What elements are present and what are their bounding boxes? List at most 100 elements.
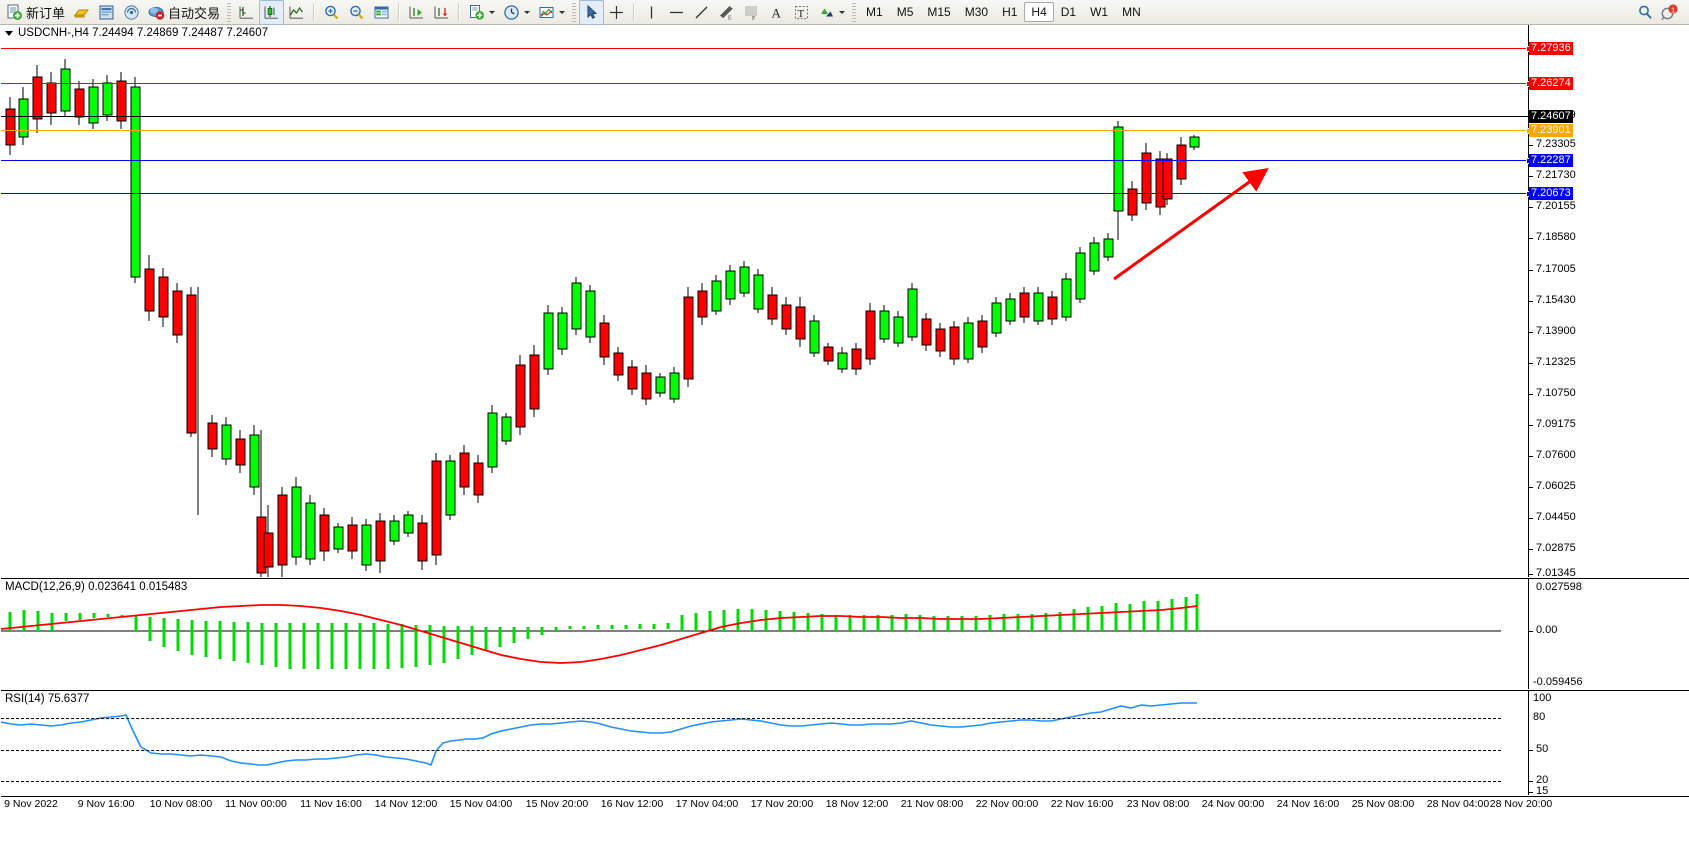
level-line-7.24607[interactable] — [1, 116, 1528, 117]
rsi-pane[interactable]: RSI(14) 75.6377 100 80 50 20 15 — [1, 690, 1689, 797]
toolbar-separator-2 — [398, 2, 401, 22]
price-tick: 7.17005 — [1536, 263, 1576, 275]
timeframe-m1[interactable]: M1 — [866, 5, 883, 19]
fibonacci-button[interactable]: F — [739, 0, 764, 25]
templates-dropdown-arrow[interactable] — [488, 4, 496, 21]
timeframe-m30[interactable]: M30 — [964, 5, 989, 19]
expert-advisors-button[interactable] — [94, 0, 119, 25]
crosshair-button[interactable] — [604, 0, 629, 25]
indicator-icon — [538, 4, 555, 21]
timeframe-h1[interactable]: H1 — [1002, 5, 1018, 19]
rsi-pane-inner[interactable]: RSI(14) 75.6377 — [1, 691, 1689, 795]
time-tick: 28 Nov 04:00 — [1426, 798, 1490, 810]
toolbar-separator-4 — [633, 2, 636, 22]
macd-header: MACD(12,26,9) 0.023641 0.015483 — [5, 581, 188, 593]
symbol-header[interactable]: USDCNH-,H4 7.24494 7.24869 7.24487 7.246… — [1, 25, 268, 41]
macd-tick: 0.027598 — [1536, 581, 1582, 593]
level-badge-resistance-1[interactable]: 7.26274 — [1529, 77, 1573, 90]
timeframe-m5[interactable]: M5 — [896, 5, 914, 19]
time-tick: 9 Nov 2022 — [4, 798, 58, 810]
zoom-in-button[interactable] — [319, 0, 344, 25]
chart-area[interactable]: USDCNH-,H4 7.24494 7.24869 7.24487 7.246… — [0, 25, 1689, 861]
level-line-7.27936[interactable] — [1, 46, 1532, 52]
chart-shift-icon — [433, 4, 450, 21]
auto-trading-button[interactable]: 自动交易 — [144, 0, 224, 25]
cursor-icon — [583, 4, 600, 21]
notifications-icon[interactable]: 1 — [1660, 3, 1679, 21]
level-line-7.23901[interactable] — [1, 128, 1532, 134]
vertical-line-button[interactable] — [639, 0, 664, 25]
up-trend-arrow[interactable] — [1101, 155, 1291, 295]
level-badge-support-1[interactable]: 7.22287 — [1529, 154, 1573, 167]
indicator-list-button[interactable] — [534, 0, 569, 25]
new-order-label: 新订单 — [26, 5, 66, 21]
horizontal-line-button[interactable] — [664, 0, 689, 25]
search-icon[interactable] — [1637, 4, 1654, 21]
price-pane[interactable]: USDCNH-,H4 7.24494 7.24869 7.24487 7.246… — [1, 25, 1689, 579]
text-label-button[interactable]: T — [789, 0, 814, 25]
candlestick-series — [5, 59, 1200, 577]
macd-pane-inner[interactable]: MACD(12,26,9) 0.023641 0.015483 — [1, 579, 1689, 689]
indicator-dropdown-arrow[interactable] — [558, 4, 566, 21]
time-tick: 15 Nov 20:00 — [525, 798, 589, 810]
clock-icon — [503, 4, 520, 21]
text-icon: A — [768, 4, 785, 21]
candlestick-chart-icon — [263, 4, 280, 21]
timeframe-w1[interactable]: W1 — [1090, 5, 1109, 19]
time-tick: 17 Nov 20:00 — [750, 798, 814, 810]
shapes-icon — [818, 4, 835, 21]
time-tick: 23 Nov 08:00 — [1126, 798, 1190, 810]
time-tick: 17 Nov 04:00 — [675, 798, 739, 810]
timeframe-m15[interactable]: M15 — [927, 5, 951, 19]
equidistant-channel-button[interactable]: E — [714, 0, 739, 25]
shapes-dropdown-arrow[interactable] — [838, 4, 846, 21]
level-line-7.26274[interactable] — [1, 81, 1532, 87]
time-tick: 11 Nov 00:00 — [225, 798, 287, 810]
cursor-button[interactable] — [579, 0, 605, 25]
new-order-icon — [6, 4, 23, 21]
indicators-button[interactable] — [69, 0, 94, 25]
period-dropdown-arrow[interactable] — [523, 4, 531, 21]
level-badge-resistance-2[interactable]: 7.27936 — [1529, 42, 1573, 55]
macd-scale[interactable]: 0.027598 0.00 -0.059456 — [1528, 579, 1689, 689]
time-axis[interactable]: 9 Nov 2022 9 Nov 16:00 10 Nov 08:00 11 N… — [1, 796, 1689, 812]
timeframe-d1[interactable]: D1 — [1060, 5, 1077, 19]
rsi-scale[interactable]: 100 80 50 20 15 — [1528, 691, 1689, 797]
level-badge-support-2[interactable]: 7.20673 — [1529, 187, 1573, 200]
time-tick: 9 Nov 16:00 — [77, 798, 135, 810]
candlestick-chart-button[interactable] — [259, 0, 285, 25]
shapes-button[interactable] — [814, 0, 849, 25]
level-badge-last-price[interactable]: 7.24607 — [1529, 110, 1573, 123]
toolbar-grip-2[interactable] — [572, 2, 577, 22]
new-order-button[interactable]: 新订单 — [2, 0, 69, 25]
level-badge-pivot[interactable]: 7.23901 — [1529, 124, 1573, 137]
zoom-out-button[interactable] — [344, 0, 369, 25]
chart-shift-button[interactable] — [429, 0, 454, 25]
level-line-7.22287[interactable] — [1, 158, 1532, 164]
auto-scroll-button[interactable] — [404, 0, 429, 25]
bar-chart-button[interactable] — [234, 0, 259, 25]
data-window-button[interactable] — [369, 0, 394, 25]
template-icon — [468, 4, 485, 21]
time-tick: 11 Nov 16:00 — [300, 798, 362, 810]
trendline-button[interactable] — [689, 0, 714, 25]
auto-scroll-icon — [408, 4, 425, 21]
period-button[interactable] — [499, 0, 534, 25]
price-pane-inner[interactable]: USDCNH-,H4 7.24494 7.24869 7.24487 7.246… — [1, 25, 1689, 577]
toolbar-grip[interactable] — [227, 2, 232, 22]
timeframe-mn[interactable]: MN — [1122, 5, 1141, 19]
signals-button[interactable] — [119, 0, 144, 25]
line-chart-button[interactable] — [284, 0, 309, 25]
chevron-down-icon[interactable] — [5, 30, 13, 36]
level-line-7.20673[interactable] — [1, 191, 1532, 197]
text-button[interactable]: A — [764, 0, 789, 25]
vertical-line-icon — [643, 4, 660, 21]
price-tick: 7.15430 — [1536, 294, 1576, 306]
templates-button[interactable] — [464, 0, 499, 25]
toolbar-grip-3[interactable] — [852, 2, 857, 22]
timeframe-h4[interactable]: H4 — [1024, 2, 1054, 22]
macd-pane[interactable]: MACD(12,26,9) 0.023641 0.015483 — [1, 578, 1689, 689]
price-scale[interactable]: 7.24899 7.23305 7.21730 7.20155 7.18580 … — [1528, 25, 1689, 579]
time-tick: 21 Nov 08:00 — [900, 798, 964, 810]
